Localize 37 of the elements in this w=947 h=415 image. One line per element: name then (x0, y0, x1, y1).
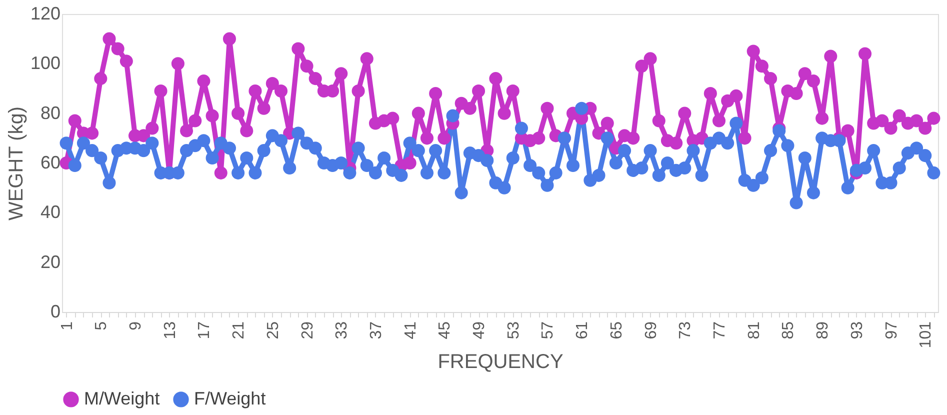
y-axis-title: WEGHT (kg) (5, 106, 28, 221)
x-tick-label: 61 (574, 321, 592, 340)
x-tick-label: 101 (918, 321, 935, 348)
y-tick-label: 60 (40, 152, 60, 172)
y-tick-label: 40 (40, 202, 60, 222)
x-tick-label: 13 (162, 321, 179, 340)
x-tick-label: 57 (540, 321, 557, 340)
x-tick-label: 45 (436, 321, 454, 340)
x-tick-label: 5 (93, 321, 110, 330)
x-tick-label: 21 (230, 321, 248, 340)
x-tick-label: 9 (128, 321, 144, 330)
x-tick-label: 1 (58, 321, 76, 330)
x-axis-title: FREQUENCY (438, 351, 564, 374)
x-tick-label: 37 (368, 321, 385, 340)
x-tick-label: 33 (334, 321, 351, 340)
y-tick-label: 20 (40, 252, 60, 272)
legend-label: M/Weight (84, 388, 160, 408)
x-tick-label: 69 (642, 321, 660, 340)
x-tick-label: 81 (746, 321, 763, 340)
x-tick-label: 41 (402, 321, 420, 340)
y-tick-label: 120 (30, 4, 60, 24)
x-tick-label: 49 (471, 321, 488, 340)
x-tick-label: 65 (608, 321, 626, 340)
x-tick-label: 25 (264, 321, 282, 340)
x-tick-label: 73 (677, 321, 694, 340)
y-tick-label: 0 (50, 302, 60, 322)
x-tick-label: 29 (299, 321, 316, 340)
x-tick-label: 77 (712, 321, 728, 340)
x-tick-label: 97 (883, 321, 900, 340)
x-tick-label: 93 (848, 321, 866, 340)
x-tick-label: 17 (196, 321, 214, 340)
legend-label: F/Weight (194, 388, 266, 408)
y-tick-label: 80 (40, 102, 60, 123)
y-tick-label: 100 (30, 53, 60, 74)
x-tick-label: 53 (505, 321, 522, 340)
x-tick-label: 85 (780, 321, 798, 340)
x-tick-label: 89 (814, 321, 832, 340)
